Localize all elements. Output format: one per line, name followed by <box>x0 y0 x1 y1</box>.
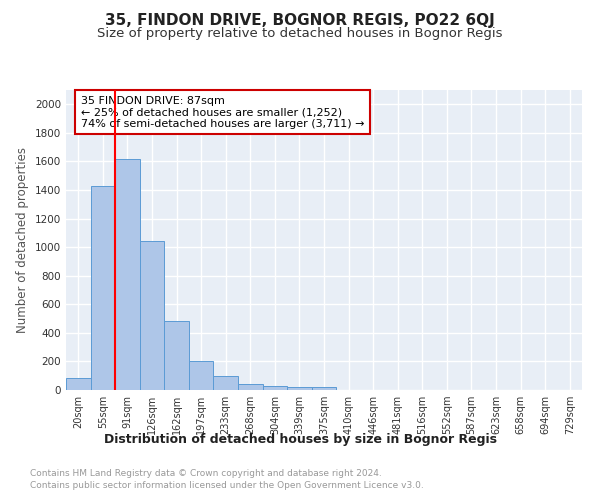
Text: Size of property relative to detached houses in Bognor Regis: Size of property relative to detached ho… <box>97 28 503 40</box>
Bar <box>263 386 287 390</box>
Bar <box>312 388 336 390</box>
Text: 35, FINDON DRIVE, BOGNOR REGIS, PO22 6QJ: 35, FINDON DRIVE, BOGNOR REGIS, PO22 6QJ <box>105 12 495 28</box>
Bar <box>140 240 164 390</box>
Bar <box>66 378 91 390</box>
Bar <box>214 376 238 390</box>
Text: Contains public sector information licensed under the Open Government Licence v3: Contains public sector information licen… <box>30 481 424 490</box>
Text: Distribution of detached houses by size in Bognor Regis: Distribution of detached houses by size … <box>104 432 497 446</box>
Bar <box>164 320 189 390</box>
Bar <box>287 387 312 390</box>
Bar <box>91 186 115 390</box>
Bar <box>238 384 263 390</box>
Y-axis label: Number of detached properties: Number of detached properties <box>16 147 29 333</box>
Bar <box>189 360 214 390</box>
Text: Contains HM Land Registry data © Crown copyright and database right 2024.: Contains HM Land Registry data © Crown c… <box>30 468 382 477</box>
Bar <box>115 158 140 390</box>
Text: 35 FINDON DRIVE: 87sqm
← 25% of detached houses are smaller (1,252)
74% of semi-: 35 FINDON DRIVE: 87sqm ← 25% of detached… <box>81 96 364 129</box>
